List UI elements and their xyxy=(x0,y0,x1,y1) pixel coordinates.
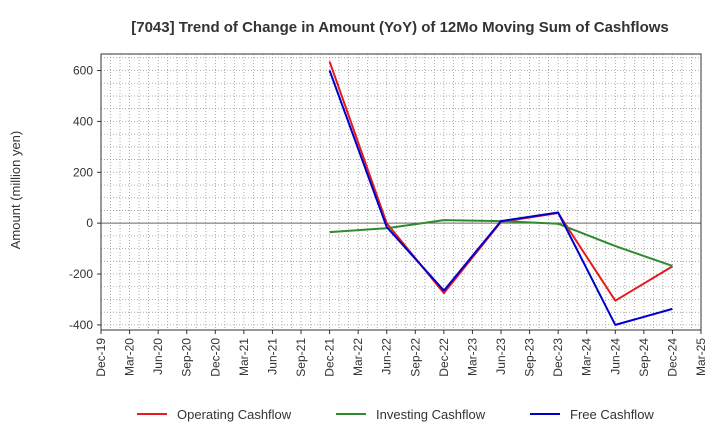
x-tick-label: Sep-21 xyxy=(294,338,308,377)
x-tick-label: Sep-22 xyxy=(408,338,422,377)
x-tick-labels: Dec-19 Mar-20 Jun-20 Sep-20 Dec-20 Mar-21 Jun-… xyxy=(94,330,708,377)
x-tick-label: Sep-20 xyxy=(180,338,194,377)
legend-label: Investing Cashflow xyxy=(376,407,486,422)
y-tick-label: 200 xyxy=(73,165,93,179)
x-tick-label: Mar-24 xyxy=(580,338,594,376)
y-tick-label: 600 xyxy=(73,64,93,78)
series-layer xyxy=(328,61,673,326)
legend-label: Free Cashflow xyxy=(570,407,654,422)
x-tick-label: Jun-20 xyxy=(151,338,165,375)
x-tick-label: Dec-23 xyxy=(551,338,565,377)
x-tick-label: Jun-21 xyxy=(265,338,279,375)
x-tick-label: Dec-20 xyxy=(208,338,222,377)
x-tick-label: Jun-22 xyxy=(380,338,394,375)
x-tick-label: Jun-24 xyxy=(608,338,622,375)
x-tick-label: Mar-22 xyxy=(351,338,365,376)
x-tick-label: Dec-19 xyxy=(94,338,108,377)
series-line-free-cashflow xyxy=(328,70,673,326)
x-tick-label: Sep-24 xyxy=(637,338,651,377)
x-tick-label: Dec-22 xyxy=(437,338,451,377)
y-tick-label: -400 xyxy=(69,318,93,332)
x-tick-label: Mar-21 xyxy=(237,338,251,376)
y-tick-label: -200 xyxy=(69,267,93,281)
chart-title: [7043] Trend of Change in Amount (YoY) o… xyxy=(131,19,669,36)
x-tick-label: Mar-20 xyxy=(123,338,137,376)
legend-label: Operating Cashflow xyxy=(177,407,292,422)
plot-frame xyxy=(100,53,702,331)
x-tick-label: Mar-23 xyxy=(465,338,479,376)
legend: Operating Cashflow Investing Cashflow Free… xyxy=(137,407,654,422)
y-axis-label: Amount (million yen) xyxy=(8,131,23,250)
x-tick-label: Dec-24 xyxy=(665,338,679,377)
y-tick-label: 0 xyxy=(86,216,93,230)
grid-layer xyxy=(100,54,702,330)
x-tick-label: Jun-23 xyxy=(494,338,508,375)
x-tick-label: Sep-23 xyxy=(523,338,537,377)
x-tick-label: Mar-25 xyxy=(694,338,708,376)
x-tick-label: Dec-21 xyxy=(323,338,337,377)
y-tick-label: 400 xyxy=(73,114,93,128)
y-tick-labels: -400 -200 0 200 400 600 xyxy=(69,64,101,332)
